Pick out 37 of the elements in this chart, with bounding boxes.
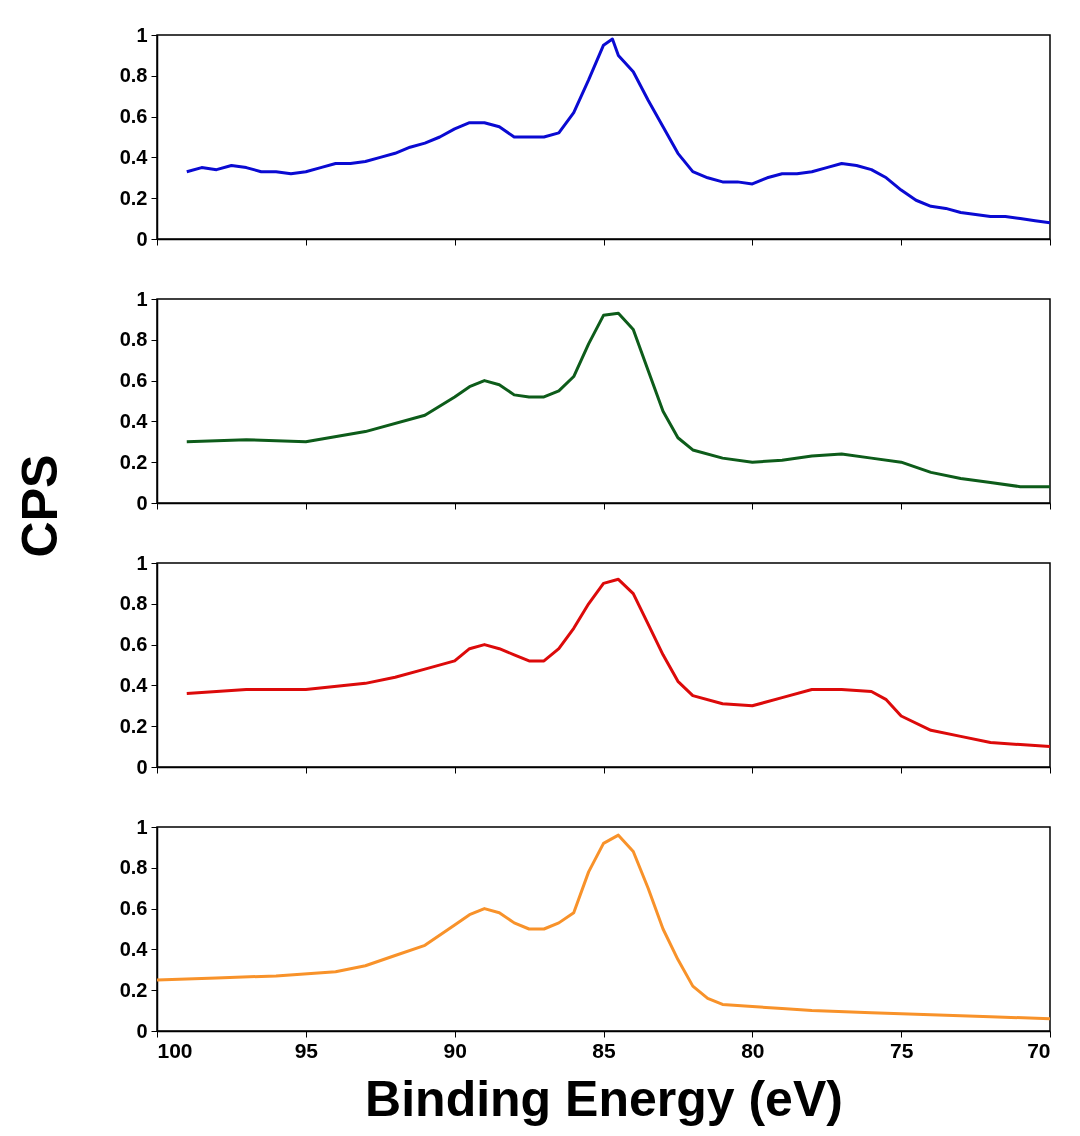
y-tick-label: 0.6 xyxy=(119,369,148,392)
x-tick-label: 90 xyxy=(443,1038,467,1062)
y-tick-label: 0.6 xyxy=(119,633,148,656)
y-tick-label: 0.6 xyxy=(119,897,148,920)
x-tick-label: 100 xyxy=(157,1038,193,1062)
x-tick-label: 85 xyxy=(592,1038,616,1062)
y-tick-label: 0.8 xyxy=(119,64,148,87)
y-tick-label: 1 xyxy=(136,23,148,46)
y-tick-label: 0 xyxy=(136,227,148,250)
y-tick-label: 0.4 xyxy=(119,937,149,960)
y-tick-label: 0.2 xyxy=(119,186,148,209)
y-tick-label: 0 xyxy=(136,491,148,514)
line-series xyxy=(185,37,1050,225)
y-tick-label: 1 xyxy=(136,815,148,838)
y-tick-label: 0.8 xyxy=(119,592,148,615)
y-tick-label: 0.2 xyxy=(119,450,148,473)
y-tick-label: 0.4 xyxy=(119,673,149,696)
line-series xyxy=(185,577,1050,749)
y-tick-label: 0.4 xyxy=(119,409,149,432)
x-tick-label: 75 xyxy=(889,1038,914,1062)
y-tick-label: 0.8 xyxy=(119,328,148,351)
x-tick-label: 95 xyxy=(294,1038,319,1062)
y-tick-label: 1 xyxy=(136,287,148,310)
x-tick-label: 70 xyxy=(1027,1038,1051,1062)
y-tick-label: 0 xyxy=(136,755,148,778)
line-series xyxy=(157,833,1050,1021)
line-series xyxy=(185,311,1050,489)
y-tick-label: 0.4 xyxy=(119,145,149,168)
y-tick-label: 0.6 xyxy=(119,105,148,128)
x-axis-title: Binding Energy (eV) xyxy=(365,1070,843,1127)
y-tick-label: 0.2 xyxy=(119,714,148,737)
y-tick-label: 1 xyxy=(136,551,148,574)
x-tick-label: 80 xyxy=(741,1038,765,1062)
y-tick-label: 0.8 xyxy=(119,856,148,879)
y-tick-label: 0.2 xyxy=(119,978,148,1001)
y-axis-title: CPS xyxy=(12,453,68,560)
y-tick-label: 0 xyxy=(136,1019,148,1042)
